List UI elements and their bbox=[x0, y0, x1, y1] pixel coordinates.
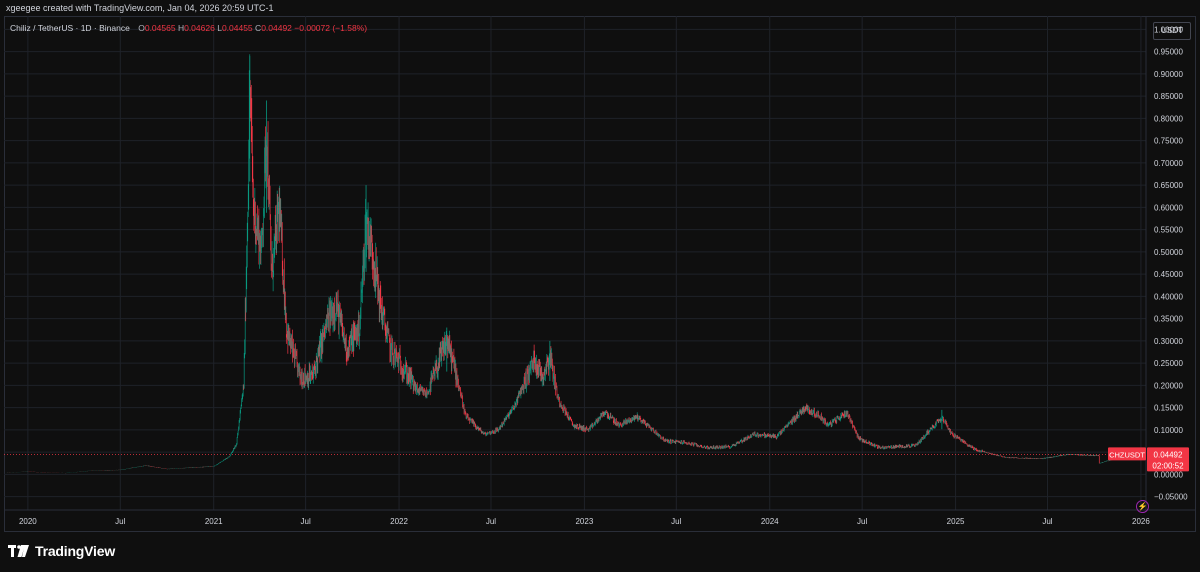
symbol-tag-label: CHZUSDT bbox=[1109, 450, 1145, 459]
brand-name: TradingView bbox=[35, 543, 116, 559]
y-tick-label: 0.70000 bbox=[1154, 159, 1183, 168]
y-tick-label: 0.85000 bbox=[1154, 92, 1183, 101]
tradingview-logo-icon bbox=[8, 545, 29, 557]
y-tick-label: 0.15000 bbox=[1154, 404, 1183, 413]
open-label: O bbox=[138, 23, 145, 33]
y-tick-label: 0.45000 bbox=[1154, 270, 1183, 279]
footer-bar bbox=[0, 532, 1200, 572]
y-tick-label: −0.05000 bbox=[1154, 493, 1188, 502]
x-tick-label: 2025 bbox=[947, 517, 965, 526]
x-tick-label: Jul bbox=[671, 517, 681, 526]
countdown-label: 02:00:52 bbox=[1152, 461, 1184, 470]
y-tick-label: 0.90000 bbox=[1154, 70, 1183, 79]
x-tick-label: 2021 bbox=[205, 517, 223, 526]
y-tick-label: 0.55000 bbox=[1154, 226, 1183, 235]
x-tick-label: Jul bbox=[486, 517, 496, 526]
symbol-tag-bg bbox=[1108, 447, 1146, 461]
low-label: L bbox=[217, 23, 222, 33]
last-price-label: 0.04492 bbox=[1154, 450, 1183, 459]
y-tick-label: 1.00000 bbox=[1154, 25, 1183, 34]
x-tick-label: 2022 bbox=[390, 517, 408, 526]
x-tick-label: Jul bbox=[301, 517, 311, 526]
y-tick-label: 0.75000 bbox=[1154, 137, 1183, 146]
change-value: −0.00072 (−1.58%) bbox=[294, 23, 368, 33]
x-tick-label: Jul bbox=[115, 517, 125, 526]
y-tick-label: 0.65000 bbox=[1154, 181, 1183, 190]
y-tick-label: 0.95000 bbox=[1154, 48, 1183, 57]
y-tick-label: 0.60000 bbox=[1154, 203, 1183, 212]
symbol-legend[interactable]: Chiliz / TetherUS · 1D · Binance O0.0456… bbox=[10, 23, 367, 33]
x-tick-label: 2020 bbox=[19, 517, 37, 526]
x-tick-label: Jul bbox=[1042, 517, 1052, 526]
x-tick-label: Jul bbox=[857, 517, 867, 526]
y-tick-label: 0.25000 bbox=[1154, 359, 1183, 368]
lightning-icon[interactable]: ⚡ bbox=[1136, 500, 1149, 513]
x-tick-label: 2024 bbox=[761, 517, 779, 526]
last-price-tag-bg bbox=[1147, 447, 1189, 472]
y-tick-label: 0.35000 bbox=[1154, 315, 1183, 324]
y-tick-label: 0.00000 bbox=[1154, 470, 1183, 479]
high-label: H bbox=[177, 23, 185, 33]
x-tick-label: 2023 bbox=[575, 517, 593, 526]
low-value: 0.04455 bbox=[221, 23, 253, 33]
close-label: C bbox=[255, 23, 262, 33]
y-tick-label: 0.40000 bbox=[1154, 292, 1183, 301]
brand[interactable]: TradingView bbox=[8, 543, 115, 559]
y-tick-label: 0.50000 bbox=[1154, 248, 1183, 257]
top-bar: xgeegee created with TradingView.com, Ja… bbox=[0, 0, 1200, 16]
chart-credit: xgeegee created with TradingView.com, Ja… bbox=[6, 3, 274, 13]
y-tick-label: 0.80000 bbox=[1154, 114, 1183, 123]
x-tick-label: 2026 bbox=[1132, 517, 1150, 526]
price-chart[interactable]: 1.00000 0.95000 0.90000 0.85000 0.80000 0.750… bbox=[4, 16, 1196, 532]
candles bbox=[6, 54, 1143, 474]
symbol-title[interactable]: Chiliz / TetherUS · 1D · Binance bbox=[10, 23, 130, 33]
close-value: 0.04492 bbox=[261, 23, 292, 33]
y-tick-label: 0.30000 bbox=[1154, 337, 1183, 346]
high-value: 0.04626 bbox=[184, 23, 215, 33]
y-tick-label: 0.10000 bbox=[1154, 426, 1183, 435]
currency-button[interactable]: USDT bbox=[1153, 22, 1191, 40]
y-tick-label: 0.20000 bbox=[1154, 381, 1183, 390]
open-value: 0.04565 bbox=[144, 23, 176, 33]
